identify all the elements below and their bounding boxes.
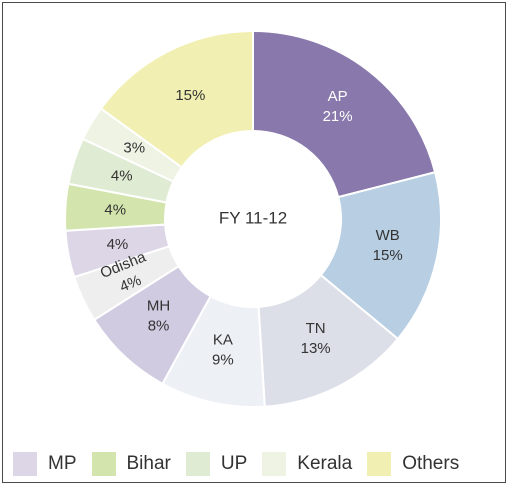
slice-name-wb: WB	[376, 227, 400, 244]
slice-value-ka: 9%	[212, 352, 234, 369]
legend-label-others: Others	[402, 453, 459, 475]
legend: MP Bihar UP Kerala Others	[13, 449, 503, 479]
slice-label-kerala: 3%	[123, 140, 145, 157]
slice-label-mp: 4%	[107, 236, 129, 253]
slice-label-others: 15%	[175, 87, 205, 104]
center-label: FY 11-12	[219, 208, 287, 227]
slice-label-up: 4%	[111, 167, 133, 184]
legend-swatch-kerala	[262, 452, 286, 476]
legend-swatch-mp	[13, 452, 37, 476]
slice-name-mh: MH	[147, 298, 170, 315]
slice-label-bihar: 4%	[104, 201, 126, 218]
chart-frame: AP 21% WB 15% TN 13% KA 9% MH 8% Odisha4% 4% 4% 4% 3% 1…	[2, 2, 506, 483]
legend-swatch-bihar	[92, 452, 116, 476]
legend-swatch-others	[367, 452, 391, 476]
legend-label-up: UP	[221, 453, 247, 475]
slice-value-tn: 13%	[301, 340, 331, 357]
slice-value-ap: 21%	[323, 108, 353, 125]
legend-item-others: Others	[367, 452, 459, 476]
legend-label-kerala: Kerala	[297, 453, 352, 475]
legend-item-bihar: Bihar	[92, 452, 171, 476]
slice-value-wb: 15%	[373, 247, 403, 264]
legend-label-bihar: Bihar	[127, 453, 171, 475]
slice-name-ap: AP	[328, 88, 348, 105]
slice-name-ka: KA	[213, 332, 233, 349]
legend-item-kerala: Kerala	[262, 452, 352, 476]
legend-item-up: UP	[186, 452, 247, 476]
legend-swatch-up	[186, 452, 210, 476]
donut-chart: AP 21%WB 15%TN 13%KA 9%MH 8%Odisha4%4%4%4%3%1…	[3, 3, 507, 443]
legend-label-mp: MP	[48, 453, 77, 475]
slice-name-tn: TN	[306, 320, 326, 337]
legend-item-mp: MP	[13, 452, 77, 476]
slice-value-mh: 8%	[148, 318, 170, 335]
